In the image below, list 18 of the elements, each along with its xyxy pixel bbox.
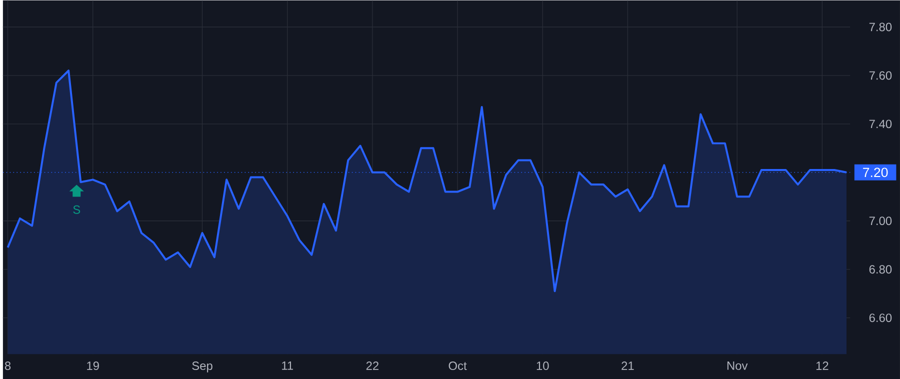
- ref-line-label: 7.20: [863, 168, 888, 178]
- x-tick-label: Sep: [192, 361, 212, 372]
- y-tick-label: 7.00: [869, 216, 892, 226]
- x-tick-label: Nov: [727, 361, 748, 370]
- x-tick-label: 8: [4, 361, 11, 370]
- y-tick-label: 6.80: [869, 265, 892, 274]
- x-tick-label: 21: [622, 361, 634, 370]
- x-tick-label: Oct: [448, 361, 467, 370]
- y-tick-label: 6.60: [869, 314, 892, 322]
- x-tick-label: 12: [816, 361, 828, 370]
- x-tick-label: 10: [536, 361, 549, 370]
- x-tick-label: 22: [366, 361, 378, 370]
- y-tick-label: 7.60: [869, 71, 892, 80]
- y-tick-label: 7.80: [869, 22, 892, 32]
- x-tick-label: 19: [87, 361, 99, 370]
- x-tick-label: 11: [282, 361, 293, 370]
- annotation: S: [73, 205, 80, 214]
- y-tick-label: 7.40: [869, 120, 892, 128]
